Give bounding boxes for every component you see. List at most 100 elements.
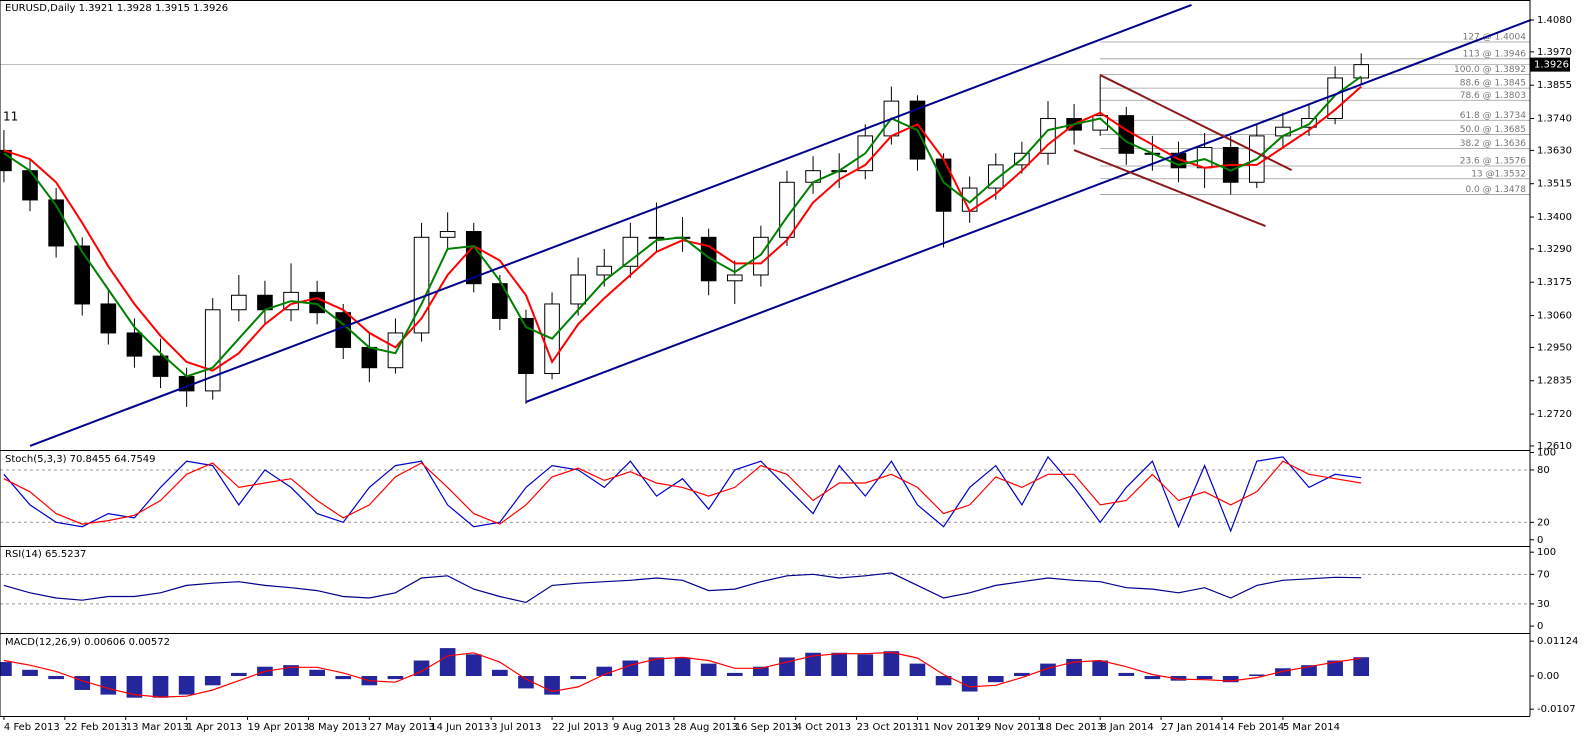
x-tick-label: 4 Feb 2013: [4, 722, 60, 733]
x-tick-label: 13 Mar 2013: [126, 722, 189, 733]
candle-body: [1353, 64, 1370, 79]
x-tick-label: 27 Jan 2014: [1161, 722, 1221, 733]
fib-label: 50.0 @ 1.3685: [1460, 125, 1526, 135]
line-series: [3, 455, 1362, 533]
y-tick-label: 1.3630: [1537, 145, 1572, 156]
macd-bar: [961, 676, 978, 692]
panel-title: MACD(12,26,9) 0.00606 0.00572: [5, 637, 170, 648]
x-tick-label: 16 Sep 2013: [735, 722, 798, 733]
line-series: [3, 85, 1362, 372]
x-tick-label: 22 Jul 2013: [552, 722, 609, 733]
macd-bar: [753, 666, 769, 677]
fib-label: 113 @ 1.3946: [1463, 49, 1527, 59]
trendline: [1073, 149, 1266, 227]
fib-label: 23.6 @ 1.3576: [1460, 157, 1527, 167]
y-tick-label: 1.3970: [1537, 47, 1572, 58]
macd-bar: [309, 669, 325, 677]
macd-bar: [1040, 663, 1056, 677]
y-tick-label: 1.3400: [1537, 212, 1572, 223]
y-tick-label: 1.3060: [1537, 311, 1572, 322]
x-tick-label: 4 Oct 2013: [796, 722, 851, 733]
x-tick-label: 9 Aug 2013: [613, 722, 671, 733]
macd-bar: [413, 660, 430, 677]
candle-body: [1040, 118, 1056, 154]
macd-bar: [100, 676, 117, 695]
candle-body: [726, 274, 743, 282]
macd-bar: [465, 654, 482, 677]
x-tick-label: 14 Feb 2014: [1222, 722, 1284, 733]
line-series: [3, 651, 1362, 698]
fib-label: 78.6 @ 1.3803: [1460, 91, 1526, 101]
macd-bar: [178, 676, 195, 695]
x-tick-label: 5 Mar 2014: [1283, 722, 1340, 733]
x-tick-label: 18 Dec 2013: [1039, 722, 1103, 733]
macd-bar: [492, 669, 508, 677]
macd-bar: [987, 676, 1004, 683]
y-tick-label: 1.2610: [1537, 441, 1572, 452]
macd-bar: [857, 654, 874, 677]
macd-bar: [1222, 676, 1239, 683]
fib-label: 13 @1.3532: [1471, 169, 1526, 179]
y-tick-label: 1.3290: [1537, 244, 1572, 255]
x-tick-label: 28 Aug 2013: [674, 722, 738, 733]
candle-body: [518, 317, 534, 375]
macd-bar: [1301, 665, 1317, 677]
macd-bar: [74, 676, 91, 690]
macd-bar: [439, 648, 456, 677]
candle-body: [596, 265, 613, 276]
fib-label: 0.0 @ 1.3478: [1465, 185, 1526, 195]
y-tick-label: 1.2950: [1537, 342, 1572, 353]
macd-bar: [22, 669, 38, 677]
candle-body: [152, 355, 169, 377]
candle-body: [22, 170, 38, 201]
chart-title: EURUSD,Daily 1.3921 1.3928 1.3915 1.3926: [5, 3, 228, 14]
y-tick-label: 100: [1537, 547, 1556, 558]
macd-bar: [1353, 657, 1370, 677]
x-tick-label: 8 Jan 2014: [1100, 722, 1154, 733]
macd-bar: [283, 665, 299, 677]
macd-bar: [1144, 676, 1161, 680]
x-tick-label: 23 Oct 2013: [857, 722, 919, 733]
macd-bar: [0, 662, 12, 677]
macd-bar: [204, 676, 221, 686]
candle-body: [465, 231, 482, 285]
macd-bar: [674, 657, 691, 677]
fib-label: 100.0 @ 1.3892: [1454, 65, 1526, 75]
candle-body: [1118, 115, 1135, 154]
fib-label: 61.8 @ 1.3734: [1460, 111, 1527, 121]
candle-body: [126, 332, 143, 357]
fib-label: 127 @ 1.4004: [1463, 33, 1527, 43]
y-tick-label: 0: [1537, 621, 1543, 632]
y-tick-label: 0.01124: [1537, 636, 1578, 647]
macd-bar: [1248, 674, 1265, 677]
macd-bar: [1170, 676, 1187, 681]
line-series: [3, 572, 1362, 604]
macd-bar: [1014, 672, 1030, 677]
trendline: [1099, 74, 1293, 171]
y-tick-label: 0: [1537, 535, 1543, 546]
macd-bar: [622, 660, 639, 677]
y-tick-label: 20: [1537, 517, 1550, 528]
line-series: [3, 75, 1362, 378]
y-tick-label: 1.3175: [1537, 277, 1572, 288]
macd-bar: [231, 672, 247, 677]
macd-bar: [726, 672, 743, 677]
fib-label: 38.2 @ 1.3636: [1460, 139, 1527, 149]
macd-bar: [387, 676, 404, 680]
macd-bar: [126, 676, 143, 698]
macd-bar: [1327, 660, 1343, 677]
y-tick-label: 30: [1537, 599, 1550, 610]
macd-bar: [518, 676, 534, 689]
x-tick-label: 11 Nov 2013: [917, 722, 981, 733]
candle-body: [570, 274, 586, 305]
candle-body: [100, 303, 117, 334]
macd-bar: [935, 676, 952, 686]
price-box: [1530, 57, 1570, 72]
candle-body: [361, 346, 378, 369]
macd-bar: [700, 663, 717, 677]
x-tick-label: 19 Apr 2013: [248, 722, 310, 733]
candle-body: [231, 294, 247, 311]
y-tick-label: 80: [1537, 465, 1550, 476]
x-tick-label: 27 May 2013: [369, 722, 434, 733]
